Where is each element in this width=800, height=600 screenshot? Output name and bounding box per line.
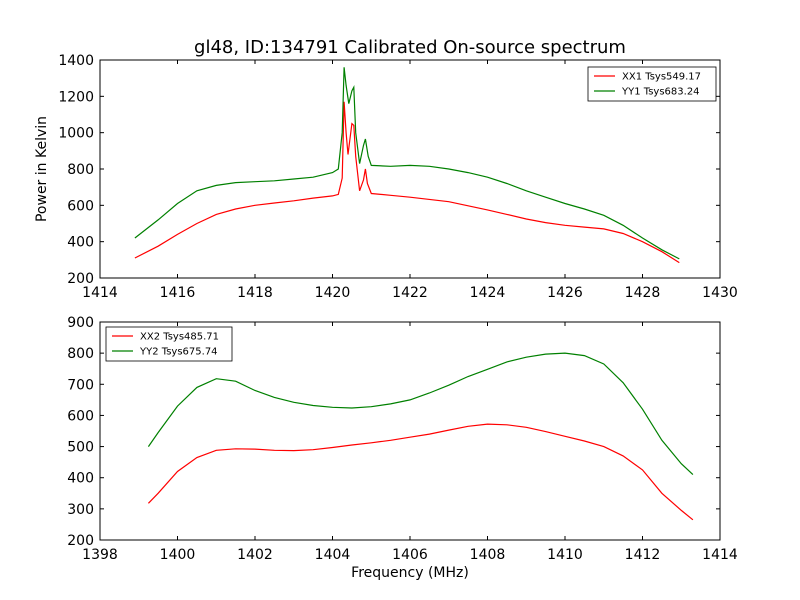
legend-label: YY2 Tsys675.74 xyxy=(139,347,218,358)
series-line-yy xyxy=(147,352,694,476)
legend-label: XX2 Tsys485.71 xyxy=(140,332,219,343)
y-tick-label: 200 xyxy=(67,533,94,549)
x-tick-label: 1406 xyxy=(392,547,428,563)
x-tick-label: 1408 xyxy=(470,547,506,563)
y-tick-label: 600 xyxy=(67,198,94,214)
x-tick-label: 1424 xyxy=(470,285,506,301)
series-line-xx xyxy=(134,101,680,264)
y-tick-label: 800 xyxy=(67,346,94,362)
y-tick-label: 600 xyxy=(67,408,94,424)
y-axis-label: Power in Kelvin xyxy=(34,116,50,222)
legend: XX1 Tsys549.17 YY1 Tsys683.24 xyxy=(587,66,717,102)
y-tick-label: 800 xyxy=(67,162,94,178)
x-axis-label: Frequency (MHz) xyxy=(351,565,469,581)
x-tick-label: 1418 xyxy=(237,285,273,301)
x-tick-label: 1428 xyxy=(625,285,661,301)
legend-label: XX1 Tsys549.17 xyxy=(622,72,701,83)
y-tick-label: 300 xyxy=(67,502,94,518)
series-line-xx xyxy=(147,423,694,521)
y-tick-label: 900 xyxy=(67,315,94,331)
legend-box xyxy=(105,326,233,362)
x-tick-label: 1422 xyxy=(392,285,428,301)
x-tick-label: 1410 xyxy=(547,547,583,563)
x-tick-label: 1404 xyxy=(315,547,351,563)
top-panel: 1414 1416 1418 1420 1422 1424 1426 1428 1430 200 4… xyxy=(58,53,737,301)
y-tick-label: 700 xyxy=(67,377,94,393)
x-tick-label: 1402 xyxy=(237,547,273,563)
x-tick-label: 1416 xyxy=(160,285,196,301)
legend-box xyxy=(587,66,717,102)
chart-title: gl48, ID:134791 Calibrated On-source spe… xyxy=(194,37,626,58)
x-tick-label: 1426 xyxy=(547,285,583,301)
bottom-panel: 1398 1400 1402 1404 1406 1408 1410 1412 1414 200 3… xyxy=(67,315,738,563)
x-tick-label: 1400 xyxy=(160,547,196,563)
y-tick-label: 400 xyxy=(67,235,94,251)
y-tick-label: 200 xyxy=(67,271,94,287)
x-tick-label: 1412 xyxy=(625,547,661,563)
x-tick-label: 1420 xyxy=(315,285,351,301)
series-line-yy xyxy=(134,67,680,260)
y-tick-label: 1200 xyxy=(58,89,94,105)
legend-label: YY1 Tsys683.24 xyxy=(621,87,700,98)
x-tick-label: 1414 xyxy=(82,285,118,301)
y-tick-label: 1000 xyxy=(58,126,94,142)
y-tick-label: 500 xyxy=(67,440,94,456)
x-tick-label: 1414 xyxy=(702,547,738,563)
y-tick-label: 1400 xyxy=(58,53,94,69)
legend: XX2 Tsys485.71 YY2 Tsys675.74 xyxy=(105,326,233,362)
x-tick-label: 1430 xyxy=(702,285,738,301)
x-tick-label: 1398 xyxy=(82,547,118,563)
y-tick-label: 400 xyxy=(67,471,94,487)
